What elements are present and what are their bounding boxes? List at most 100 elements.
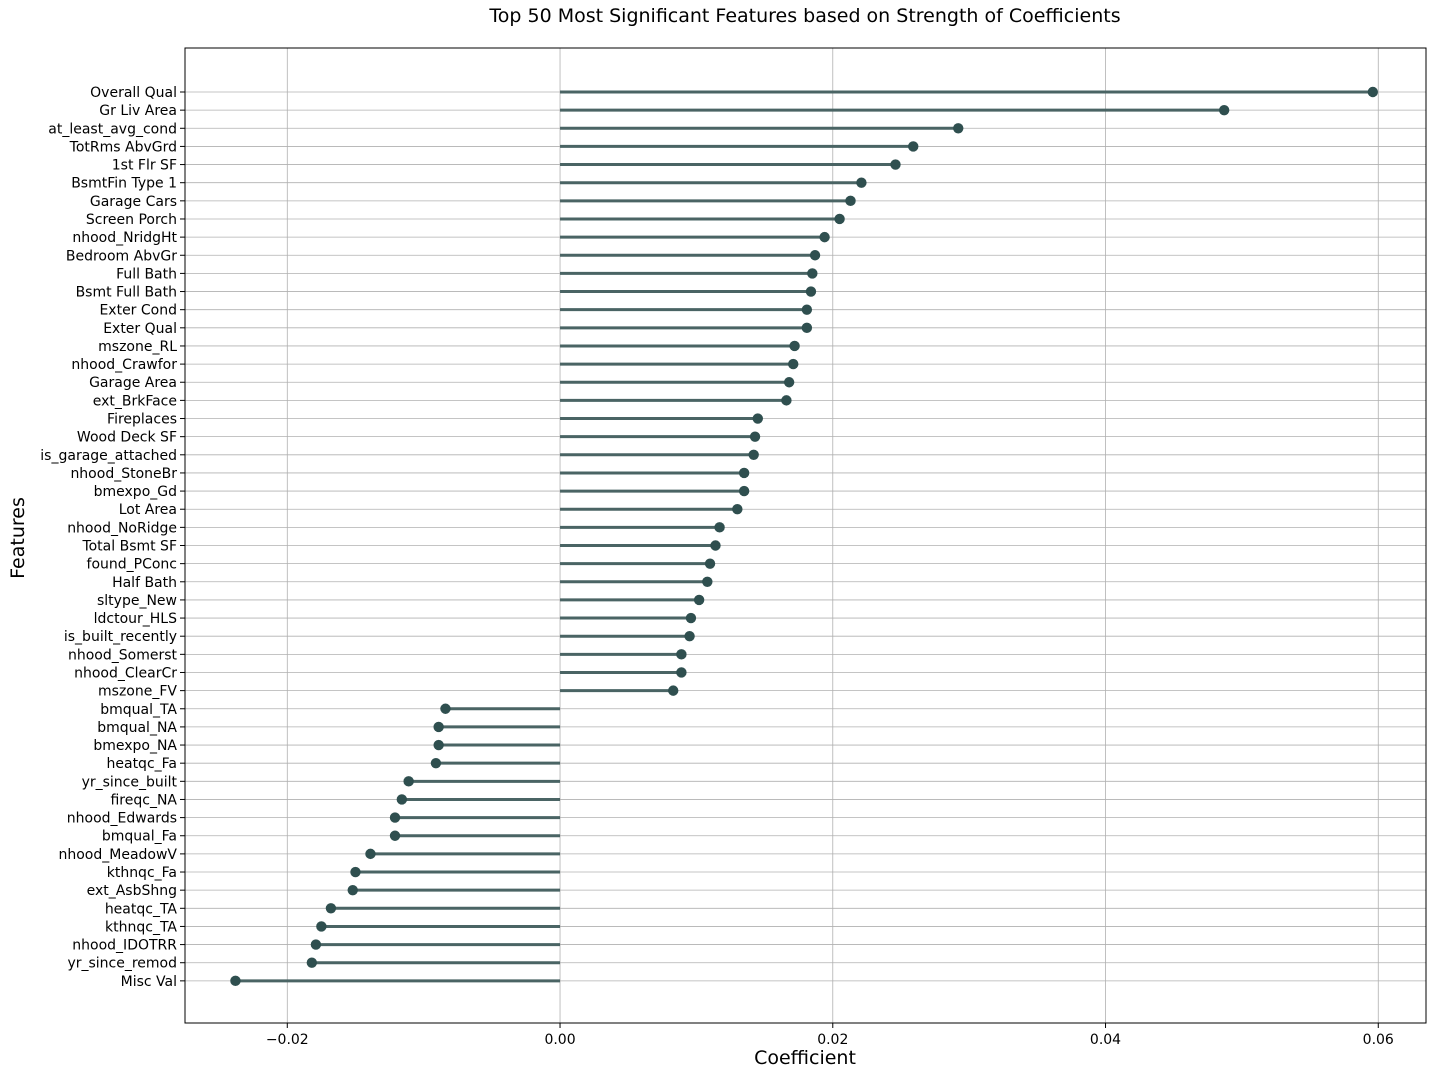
lollipop-marker bbox=[306, 957, 318, 968]
lollipop-marker bbox=[749, 431, 761, 442]
y-tick-label: nhood_NoRidge bbox=[67, 520, 177, 536]
lollipop-marker bbox=[738, 485, 750, 497]
lollipop-marker bbox=[789, 340, 800, 352]
plot-frame bbox=[184, 47, 1427, 1024]
y-tick-label: BsmtFin Type 1 bbox=[71, 176, 177, 192]
lollipop-marker bbox=[714, 522, 725, 533]
y-tick-label: mszone_FV bbox=[98, 684, 177, 700]
lollipop-marker bbox=[752, 413, 763, 424]
lollipop-marker bbox=[834, 213, 845, 225]
x-axis-label: Coefficient bbox=[754, 1047, 856, 1069]
y-tick-label: kthnqc_Fa bbox=[107, 865, 177, 881]
lollipop-marker bbox=[748, 449, 759, 460]
lollipop-marker bbox=[676, 667, 687, 678]
x-tick-label: 0.00 bbox=[544, 1032, 575, 1048]
y-tick-label: yr_since_remod bbox=[67, 956, 177, 972]
y-tick-label: nhood_Somerst bbox=[68, 647, 178, 663]
lollipop-marker bbox=[1218, 104, 1230, 116]
y-tick-label: is_garage_attached bbox=[40, 448, 177, 464]
lollipop-marker bbox=[433, 739, 444, 751]
y-tick-label: nhood_Crawfor bbox=[71, 357, 177, 373]
y-tick-label: Misc Val bbox=[121, 974, 177, 990]
lollipop-marker bbox=[310, 939, 322, 950]
y-tick-label: Garage Area bbox=[89, 375, 177, 391]
lollipop-marker bbox=[801, 304, 813, 315]
chart-title: Top 50 Most Significant Features based o… bbox=[488, 5, 1120, 27]
lollipop-marker bbox=[684, 631, 695, 642]
stem-layer bbox=[235, 90, 1373, 983]
lollipop-marker bbox=[325, 903, 337, 914]
lollipop-marker bbox=[805, 286, 817, 297]
y-tick-label: bmexpo_Gd bbox=[94, 484, 177, 500]
lollipop-marker bbox=[819, 231, 830, 243]
y-tick-label: is_built_recently bbox=[64, 629, 177, 645]
lollipop-marker bbox=[732, 504, 743, 515]
y-tick-label: mszone_RL bbox=[98, 339, 177, 355]
x-tick-layer: −0.02 0.00 0.02 0.04 0.06 bbox=[266, 1023, 1394, 1048]
y-axis-label: Features bbox=[7, 497, 29, 579]
y-tick-label: heatqc_TA bbox=[105, 901, 178, 917]
y-tick-label: bmqual_TA bbox=[100, 702, 177, 718]
lollipop-marker bbox=[953, 123, 964, 134]
lollipop-marker bbox=[738, 467, 750, 479]
lollipop-marker bbox=[676, 649, 687, 660]
y-tick-label: Full Bath bbox=[116, 266, 177, 282]
lollipop-marker bbox=[230, 975, 241, 987]
y-tick-label: yr_since_built bbox=[82, 774, 178, 790]
y-tick-label: nhood_Edwards bbox=[67, 811, 177, 827]
y-tick-label: bmqual_Fa bbox=[102, 829, 177, 845]
y-tick-label: Fireplaces bbox=[107, 412, 177, 428]
y-tick-layer: Overall Qual Gr Liv Area at_least_avg_cond… bbox=[40, 85, 185, 990]
x-tick-label: −0.02 bbox=[266, 1032, 309, 1048]
lollipop-marker bbox=[668, 685, 679, 696]
lollipop-marker bbox=[783, 377, 795, 388]
lollipop-marker bbox=[685, 612, 697, 624]
y-tick-label: nhood_MeadowV bbox=[58, 847, 177, 863]
lollipop-marker bbox=[440, 703, 451, 714]
lollipop-marker bbox=[807, 268, 818, 279]
lollipop-marker bbox=[704, 558, 716, 569]
y-tick-label: bmqual_NA bbox=[97, 720, 177, 736]
y-tick-label: ext_AsbShng bbox=[87, 883, 177, 899]
y-tick-label: ldctour_HLS bbox=[94, 611, 177, 627]
x-tick-label: 0.04 bbox=[1090, 1032, 1121, 1048]
y-tick-label: at_least_avg_cond bbox=[48, 121, 177, 137]
lollipop-marker bbox=[908, 141, 919, 152]
lollipop-marker bbox=[781, 395, 792, 406]
lollipop-marker bbox=[396, 794, 408, 805]
y-tick-label: TotRms AbvGrd bbox=[69, 139, 177, 155]
y-tick-label: Gr Liv Area bbox=[99, 103, 177, 119]
y-tick-label: Lot Area bbox=[119, 502, 177, 518]
lollipop-marker bbox=[693, 594, 705, 606]
lollipop-marker bbox=[809, 250, 821, 261]
y-tick-label: Garage Cars bbox=[90, 194, 177, 210]
y-tick-label: Overall Qual bbox=[90, 85, 177, 101]
lollipop-marker bbox=[801, 322, 813, 334]
lollipop-marker bbox=[389, 812, 401, 823]
y-tick-label: kthnqc_TA bbox=[105, 919, 177, 935]
lollipop-marker bbox=[845, 195, 856, 207]
y-tick-label: bmexpo_NA bbox=[93, 738, 177, 754]
lollipop-marker bbox=[433, 721, 444, 733]
lollipop-marker bbox=[702, 576, 713, 587]
lollipop-marker bbox=[710, 540, 721, 551]
y-tick-label: fireqc_NA bbox=[110, 792, 177, 808]
y-tick-label: Wood Deck SF bbox=[77, 430, 177, 446]
y-tick-label: Bedroom AbvGr bbox=[66, 248, 177, 264]
lollipop-marker bbox=[788, 358, 799, 370]
y-tick-label: found_PConc bbox=[87, 557, 177, 573]
y-tick-label: Bsmt Full Bath bbox=[76, 285, 177, 301]
y-tick-label: heatqc_Fa bbox=[107, 756, 178, 772]
y-tick-label: nhood_IDOTRR bbox=[72, 938, 177, 954]
y-tick-label: Exter Qual bbox=[103, 321, 177, 337]
lollipop-marker bbox=[890, 159, 901, 170]
y-tick-label: ext_BrkFace bbox=[93, 393, 177, 409]
y-tick-label: nhood_ClearCr bbox=[74, 665, 177, 681]
lollipop-marker bbox=[316, 921, 327, 932]
lollipop-marker bbox=[1367, 86, 1379, 98]
x-tick-label: 0.06 bbox=[1363, 1032, 1394, 1048]
marker-layer bbox=[230, 86, 1379, 987]
y-tick-label: nhood_StoneBr bbox=[70, 466, 177, 482]
grid-layer bbox=[185, 48, 1426, 1023]
